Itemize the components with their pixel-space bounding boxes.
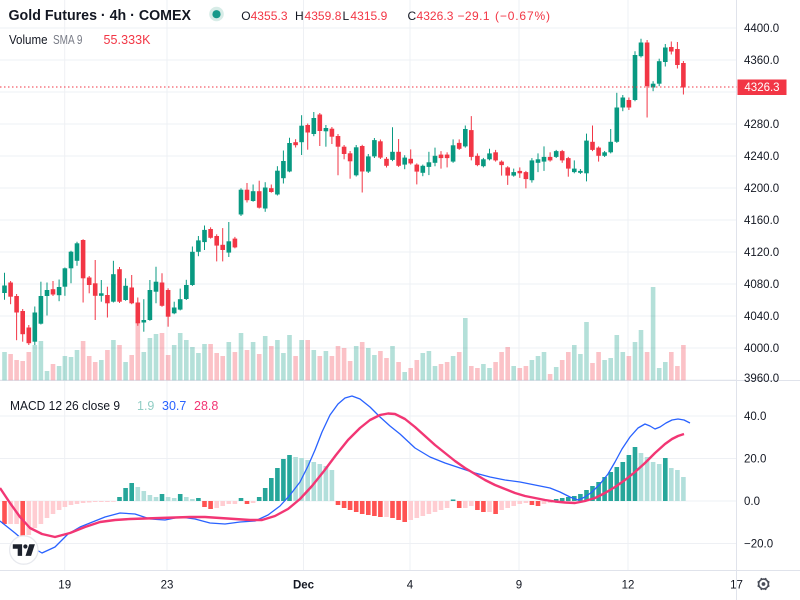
svg-text:Dec: Dec xyxy=(293,580,315,592)
svg-text:4315.9: 4315.9 xyxy=(350,9,387,23)
svg-text:17: 17 xyxy=(730,580,743,592)
svg-text:4120.0: 4120.0 xyxy=(744,247,779,259)
svg-text:4280.0: 4280.0 xyxy=(744,119,779,131)
svg-text:MACD 12 26 close 9: MACD 12 26 close 9 xyxy=(10,399,120,413)
svg-text:30.7: 30.7 xyxy=(162,399,186,413)
svg-text:3960.0: 3960.0 xyxy=(744,373,779,385)
svg-text:4240.0: 4240.0 xyxy=(744,151,779,163)
svg-text:4359.8: 4359.8 xyxy=(305,9,342,23)
svg-text:Volume: Volume xyxy=(9,33,48,47)
svg-text:4160.0: 4160.0 xyxy=(744,215,779,227)
svg-text:20.0: 20.0 xyxy=(744,454,766,466)
svg-text:12: 12 xyxy=(622,580,635,592)
svg-text:23: 23 xyxy=(161,580,174,592)
svg-text:4360.0: 4360.0 xyxy=(744,55,779,67)
svg-text:1.9: 1.9 xyxy=(137,399,154,413)
svg-text:19: 19 xyxy=(58,580,71,592)
svg-text:4326.3: 4326.3 xyxy=(417,9,454,23)
svg-text:4: 4 xyxy=(407,580,414,592)
svg-text:0.0: 0.0 xyxy=(744,496,760,508)
svg-text:4400.0: 4400.0 xyxy=(744,23,779,35)
svg-text:40.0: 40.0 xyxy=(744,411,766,423)
svg-text:4080.0: 4080.0 xyxy=(744,279,779,291)
svg-text:4355.3: 4355.3 xyxy=(251,9,288,23)
svg-text:4000.0: 4000.0 xyxy=(744,343,779,355)
svg-text:−20.0: −20.0 xyxy=(744,539,773,551)
svg-text:L: L xyxy=(343,9,350,23)
svg-text:SMA 9: SMA 9 xyxy=(53,33,83,47)
svg-text:55.333K: 55.333K xyxy=(104,33,152,47)
svg-text:9: 9 xyxy=(516,580,522,592)
svg-text:O: O xyxy=(241,9,250,23)
svg-text:28.8: 28.8 xyxy=(194,399,218,413)
svg-text:Gold Futures · 4h · COMEX: Gold Futures · 4h · COMEX xyxy=(9,8,192,24)
svg-text:H: H xyxy=(295,9,304,23)
svg-text:C: C xyxy=(408,9,417,23)
svg-text:4200.0: 4200.0 xyxy=(744,183,779,195)
svg-text:4040.0: 4040.0 xyxy=(744,311,779,323)
svg-text:(−0.67%): (−0.67%) xyxy=(495,9,550,23)
svg-text:4326.3: 4326.3 xyxy=(744,82,779,94)
svg-text:−29.1: −29.1 xyxy=(458,9,490,23)
